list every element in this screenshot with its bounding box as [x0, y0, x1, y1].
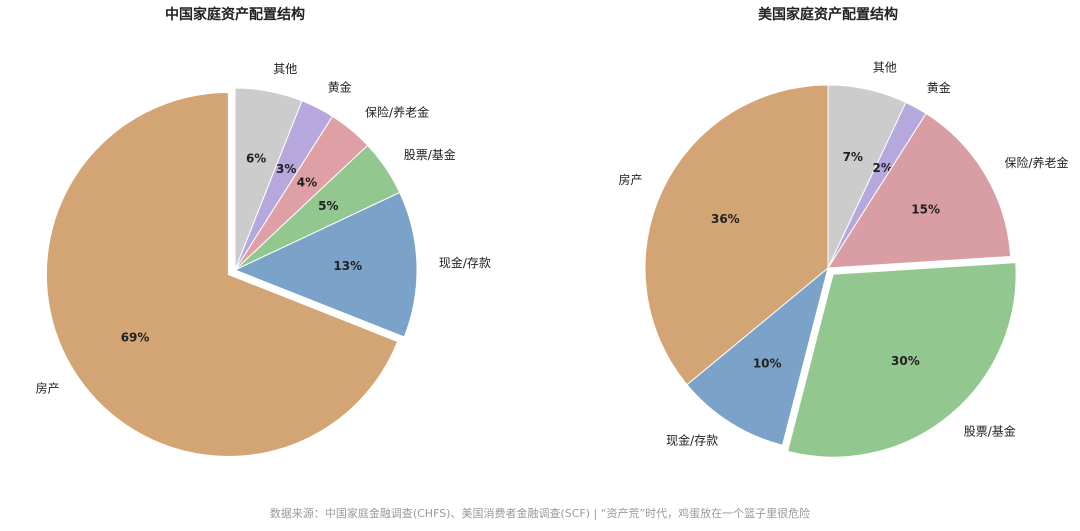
data-label: 30% [891, 354, 920, 368]
pie-slice [786, 262, 1017, 458]
data-label: 4% [297, 176, 317, 190]
chart-title: 中国家庭资产配置结构 [165, 6, 305, 23]
data-label: 3% [276, 162, 296, 176]
source: 数据来源：中国家庭金融调查(CHFS)、美国消费者金融调查(SCF) | “资产… [270, 506, 810, 520]
pie-slice [233, 191, 418, 338]
chart-title: 美国家庭资产配置结构 [758, 6, 898, 23]
category-label: 房产 [618, 172, 642, 187]
category-label: 其他 [273, 62, 297, 76]
category-label: 股票/基金 [404, 147, 456, 162]
category-label: 现金/存款 [439, 255, 491, 270]
data-label: 10% [753, 356, 782, 370]
data-label: 5% [318, 199, 338, 213]
pie-slice [45, 91, 399, 457]
category-label: 其他 [873, 60, 897, 74]
category-label: 黄金 [927, 80, 951, 95]
category-label: 股票/基金 [964, 424, 1016, 439]
category-label: 房产 [36, 381, 60, 396]
category-label: 保险/养老金 [1004, 155, 1068, 170]
data-label: 7% [843, 150, 863, 164]
data-label: 69% [121, 330, 150, 344]
pie-slice [827, 112, 1012, 269]
data-label: 36% [711, 212, 740, 226]
category-label: 黄金 [328, 80, 352, 95]
data-label: 13% [333, 259, 362, 273]
category-label: 保险/养老金 [365, 104, 429, 119]
category-label: 现金/存款 [666, 433, 718, 448]
pie-slice [686, 266, 829, 446]
data-label: 6% [246, 152, 266, 166]
data-label: 2% [872, 161, 892, 175]
pie-slice [644, 84, 829, 386]
data-label: 15% [911, 203, 940, 217]
